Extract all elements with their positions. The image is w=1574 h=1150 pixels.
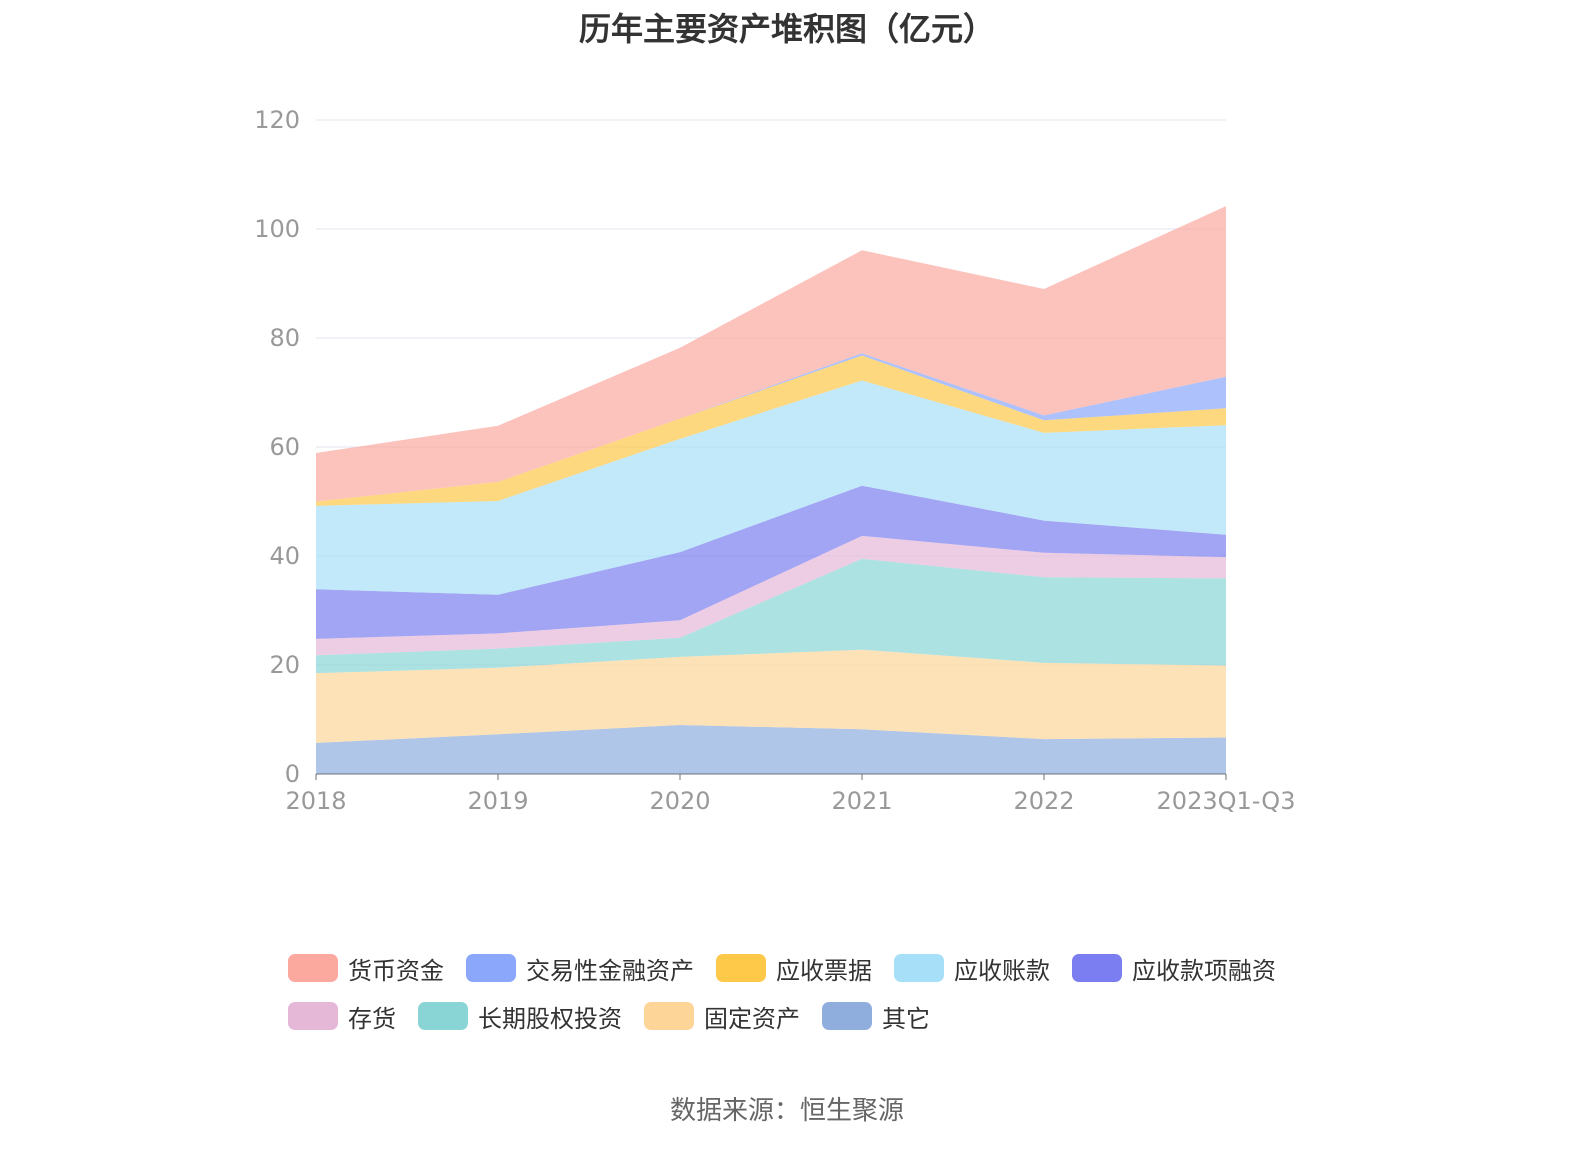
area-series-8 [316, 206, 1226, 502]
chart-title: 历年主要资产堆积图（亿元） [578, 10, 995, 48]
y-tick-label: 40 [269, 542, 300, 570]
y-tick-label: 0 [285, 760, 300, 788]
legend-item[interactable]: 长期股权投资 [418, 999, 622, 1034]
legend-label: 应收款项融资 [1132, 956, 1276, 985]
y-tick-label: 20 [269, 651, 300, 679]
legend-swatch [894, 954, 944, 982]
legend-swatch [644, 1002, 694, 1030]
area-series-3 [316, 535, 1226, 656]
legend-swatch [822, 1002, 872, 1030]
area-series-2 [316, 558, 1226, 674]
area-series-6 [316, 355, 1226, 506]
legend-swatch [288, 954, 338, 982]
legend-item[interactable]: 存货 [288, 999, 396, 1034]
legend-label: 应收票据 [776, 956, 872, 985]
legend-label: 存货 [348, 1004, 396, 1033]
y-tick-label: 100 [254, 215, 300, 243]
x-tick-label: 2021 [831, 787, 892, 815]
legend: 货币资金 交易性金融资产 应收票据 应收账款 应收款项融资 存货 长期股权投资 固定资产 其它 [288, 944, 1298, 1040]
area-layer [316, 206, 1226, 774]
legend-swatch [466, 954, 516, 982]
legend-item[interactable]: 固定资产 [644, 999, 800, 1034]
x-tick-label: 2018 [285, 787, 346, 815]
legend-swatch [288, 1002, 338, 1030]
x-tick-label: 2023Q1-Q3 [1157, 787, 1296, 815]
legend-swatch [418, 1002, 468, 1030]
legend-item[interactable]: 应收款项融资 [1072, 951, 1276, 986]
legend-item[interactable]: 其它 [822, 999, 930, 1034]
legend-label: 交易性金融资产 [526, 956, 694, 985]
legend-label: 其它 [882, 1004, 930, 1033]
y-tick-label: 120 [254, 106, 300, 134]
legend-label: 应收账款 [954, 956, 1050, 985]
legend-row-2: 存货 长期股权投资 固定资产 其它 [288, 992, 1298, 1040]
area-series-0 [316, 724, 1226, 774]
legend-label: 长期股权投资 [478, 1004, 622, 1033]
x-tick-label: 2022 [1013, 787, 1074, 815]
area-series-4 [316, 485, 1226, 639]
legend-item[interactable]: 货币资金 [288, 951, 444, 986]
legend-swatch [716, 954, 766, 982]
stacked-area-chart: 0 20 40 60 80 100 120 2018 2019 2020 2021 2022 2023Q… [254, 106, 1295, 815]
x-tick-label: 2020 [649, 787, 710, 815]
axis-layer: 0 20 40 60 80 100 120 2018 2019 2020 2021 2022 2023Q… [254, 106, 1295, 815]
legend-label: 固定资产 [704, 1004, 800, 1033]
x-tick-label: 2019 [467, 787, 528, 815]
area-series-5 [316, 380, 1226, 595]
legend-row-1: 货币资金 交易性金融资产 应收票据 应收账款 应收款项融资 [288, 944, 1298, 992]
y-tick-label: 80 [269, 324, 300, 352]
area-series-1 [316, 649, 1226, 743]
legend-swatch [1072, 954, 1122, 982]
legend-label: 货币资金 [348, 956, 444, 985]
source-note: 数据来源：恒生聚源 [669, 1096, 904, 1126]
legend-item[interactable]: 应收票据 [716, 951, 872, 986]
legend-item[interactable]: 交易性金融资产 [466, 951, 694, 986]
legend-item[interactable]: 应收账款 [894, 951, 1050, 986]
y-tick-label: 60 [269, 433, 300, 461]
